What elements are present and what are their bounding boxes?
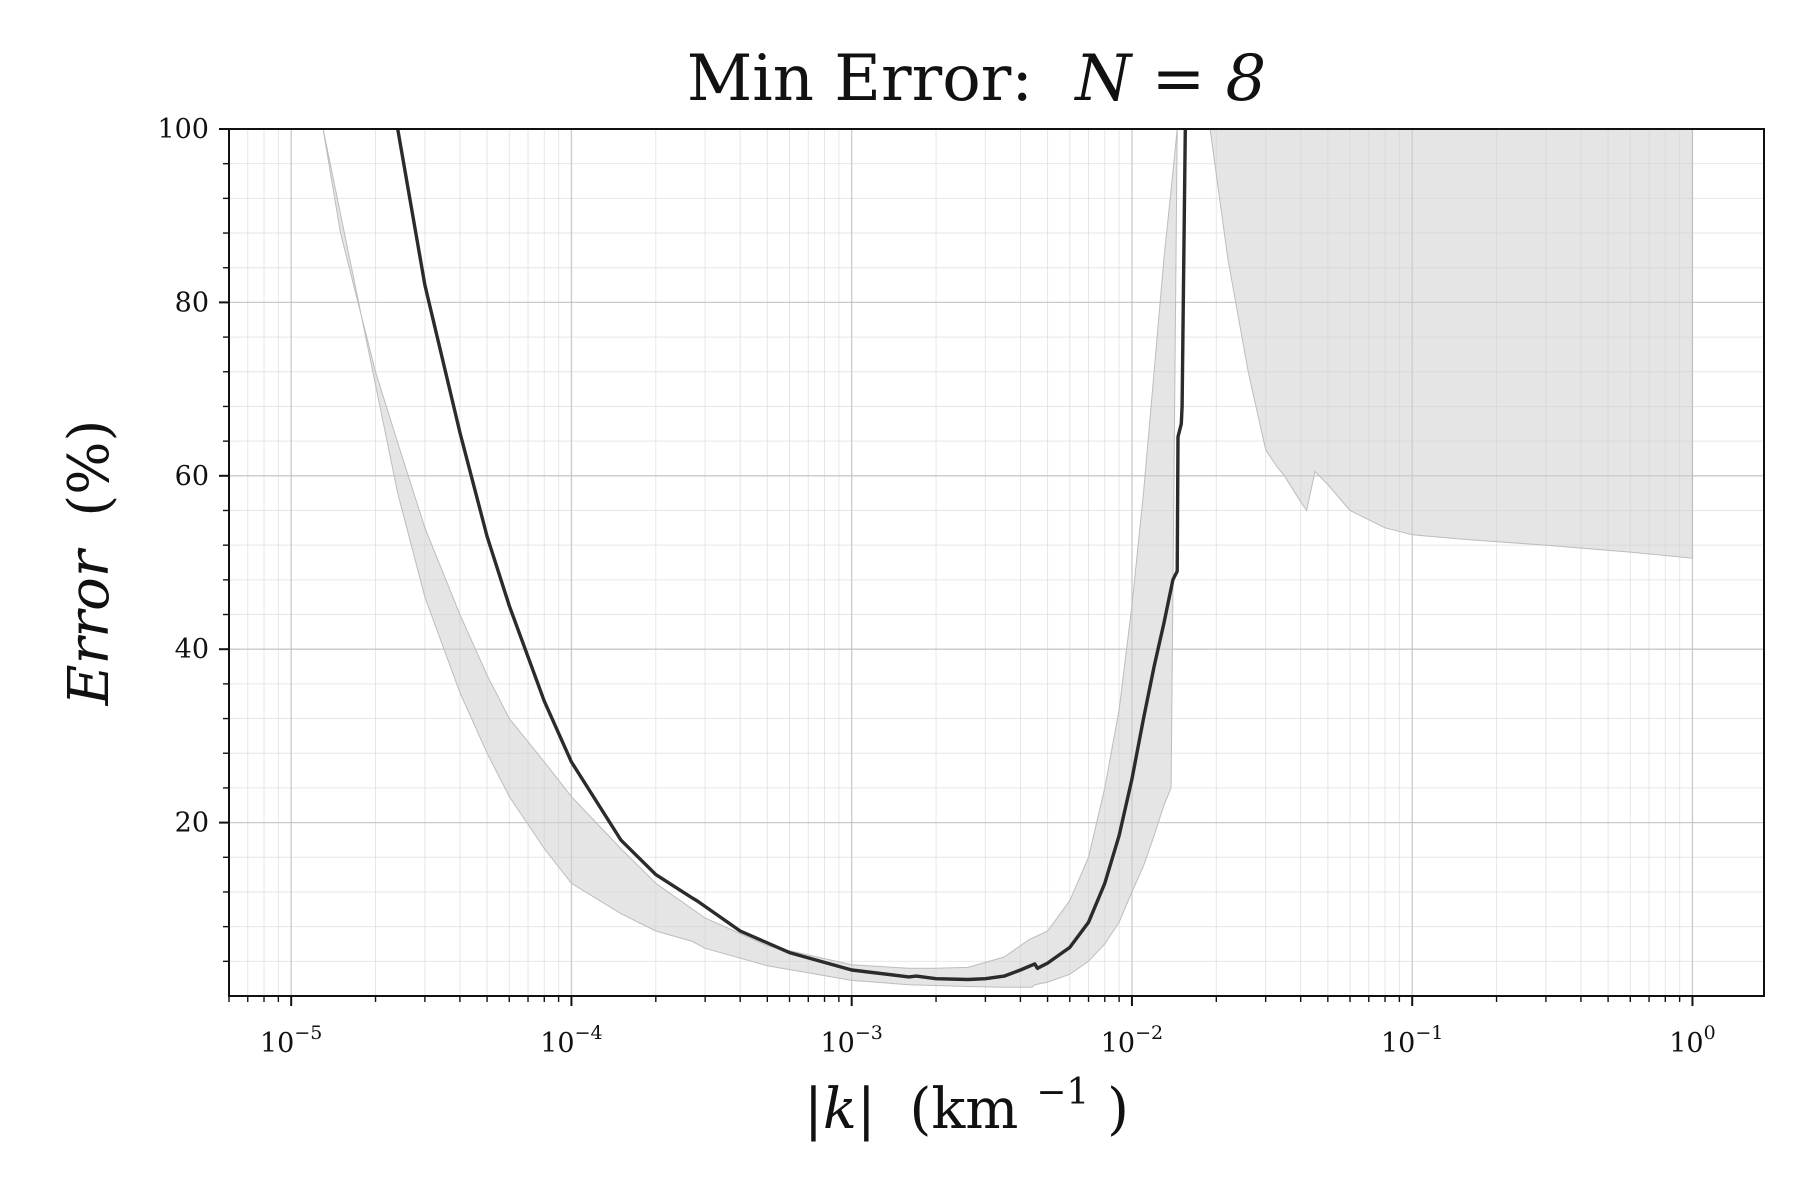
x-tick-label-exp: −2 xyxy=(1135,1022,1163,1044)
y-axis-label: Error (%) xyxy=(57,420,122,707)
x-tick-label-exp: −1 xyxy=(1415,1022,1443,1044)
x-tick-label-base: 10 xyxy=(540,1028,574,1059)
x-tick-label: 10−3 xyxy=(821,1022,883,1059)
x-tick-label-base: 10 xyxy=(1381,1028,1415,1059)
x-tick-label-exp: −5 xyxy=(294,1022,322,1044)
y-tick-label: 40 xyxy=(175,634,209,665)
y-axis-label-var: Error xyxy=(57,547,122,706)
chart-title: Min Error: N = 8 xyxy=(687,42,1267,116)
x-tick-label: 10−2 xyxy=(1101,1022,1163,1059)
y-axis-ticks: 20 40 60 80 100 xyxy=(157,114,229,963)
error-band-left xyxy=(322,129,1178,988)
chart-title-text: Min Error: xyxy=(687,42,1033,116)
x-tick-label: 10−5 xyxy=(260,1022,322,1059)
y-tick-label: 20 xyxy=(175,808,209,839)
x-tick-label-exp: 0 xyxy=(1704,1022,1716,1044)
x-axis-label: |k| (km −1 ) xyxy=(804,1053,1129,1142)
x-axis-label-unit: (km xyxy=(910,1077,1019,1142)
y-axis-label-unit: (%) xyxy=(57,420,122,517)
x-tick-label-exp: −4 xyxy=(575,1022,603,1044)
x-tick-label-exp: −3 xyxy=(855,1022,883,1044)
x-tick-label: 10−1 xyxy=(1381,1022,1443,1059)
min-error-line xyxy=(396,129,1187,982)
x-axis-label-unit-close: ) xyxy=(1107,1077,1129,1142)
chart-title-math: N = 8 xyxy=(1073,42,1266,116)
error-band-right xyxy=(1209,129,1693,559)
minor-grid xyxy=(228,129,1764,996)
x-axis-ticks: 10−5 10−4 10−3 10−2 10−1 100 xyxy=(228,996,1716,1059)
y-tick-label: 100 xyxy=(157,114,209,145)
x-tick-label: 100 xyxy=(1669,1022,1715,1059)
y-tick-label: 80 xyxy=(175,287,209,318)
x-axis-label-var: |k| xyxy=(804,1077,876,1142)
x-tick-label: 10−4 xyxy=(540,1022,602,1059)
x-tick-label-base: 10 xyxy=(821,1028,855,1059)
y-tick-label: 60 xyxy=(175,461,209,492)
x-tick-label-base: 10 xyxy=(1101,1028,1135,1059)
plot-frame xyxy=(228,128,1765,997)
x-tick-label-base: 10 xyxy=(1669,1028,1703,1059)
x-tick-label-base: 10 xyxy=(260,1028,294,1059)
x-axis-label-unit-exp: −1 xyxy=(1036,1072,1089,1113)
